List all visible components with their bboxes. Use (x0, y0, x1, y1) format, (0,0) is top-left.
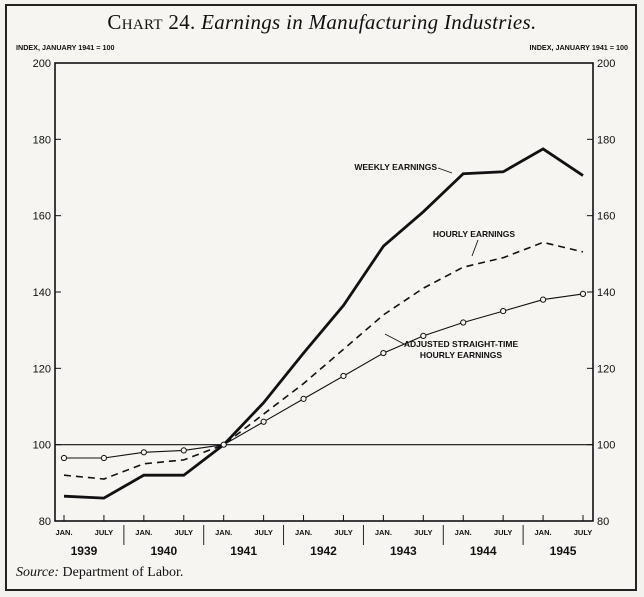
series-line-2 (63, 241, 584, 480)
y-tick-label-left: 120 (33, 363, 51, 375)
series-point-3 (220, 441, 227, 448)
x-tick-label: JULY (95, 528, 113, 537)
series-point-3 (420, 332, 427, 339)
series-point-3 (579, 290, 587, 298)
series-point-3 (100, 454, 108, 462)
series-point-3 (500, 307, 507, 315)
series-line-1 (63, 147, 584, 500)
year-label: 1940 (150, 544, 177, 558)
x-tick-label: JULY (175, 528, 193, 537)
adjusted-earnings-label-line2: HOURLY EARNINGS (420, 350, 503, 360)
y-tick-label-right: 120 (597, 363, 615, 375)
year-label: 1939 (71, 544, 98, 558)
x-tick-label: JAN. (55, 528, 72, 537)
x-tick-label: JULY (574, 528, 592, 537)
y-tick-label-left: 180 (33, 134, 51, 146)
x-tick-label: JAN. (135, 528, 152, 537)
series-point-3 (140, 449, 147, 456)
y-tick-label-left: 160 (33, 211, 51, 223)
hourly-earnings-leader (471, 239, 479, 257)
series-line-3 (64, 293, 584, 459)
source-text: Department of Labor. (62, 565, 184, 580)
year-label: 1942 (310, 544, 337, 558)
chart-title-text: Earnings in Manufacturing Industries. (201, 10, 537, 34)
series-point-3 (380, 349, 387, 357)
x-tick-label: JULY (414, 528, 432, 537)
x-tick-label: JULY (334, 528, 352, 537)
weekly-earnings-label: WEEKLY EARNINGS (354, 162, 437, 172)
y-tick-label-right: 100 (597, 440, 615, 452)
y-tick-label-right: 160 (597, 211, 615, 223)
year-label: 1944 (470, 544, 497, 558)
series-point-3 (300, 395, 307, 402)
series-point-3 (60, 454, 68, 462)
source-note: Source: Department of Labor. (16, 565, 183, 581)
y-tick-label-right: 180 (597, 134, 615, 146)
series-point-3 (340, 372, 347, 380)
series-point-3 (180, 447, 187, 454)
year-label: 1945 (550, 544, 577, 558)
plot-border (54, 62, 594, 522)
series-point-3 (460, 319, 467, 326)
x-tick-label: JULY (254, 528, 272, 537)
chart-title: Chart 24. Earnings in Manufacturing Indu… (0, 10, 644, 35)
source-label: Source: (16, 565, 60, 580)
y-tick-label-left: 200 (33, 58, 51, 70)
weekly-earnings-leader (437, 167, 453, 174)
y-tick-label-left: 100 (33, 440, 51, 452)
x-tick-label: JAN. (295, 528, 312, 537)
adjusted-earnings-leader (384, 333, 405, 345)
x-tick-label: JAN. (535, 528, 552, 537)
x-tick-label: JAN. (215, 528, 232, 537)
y-tick-label-right: 140 (597, 287, 615, 299)
left-index-label: INDEX, JANUARY 1941 = 100 (16, 43, 114, 52)
right-index-label: INDEX, JANUARY 1941 = 100 (530, 43, 628, 52)
series-point-3 (260, 418, 267, 425)
year-label: 1941 (230, 544, 257, 558)
series-point-3 (539, 296, 547, 303)
adjusted-earnings-label-line1: ADJUSTED STRAIGHT-TIME (404, 339, 519, 349)
y-tick-label-left: 80 (39, 516, 51, 528)
hourly-earnings-label: HOURLY EARNINGS (433, 229, 516, 239)
year-label: 1943 (390, 544, 417, 558)
x-tick-label: JULY (494, 528, 512, 537)
y-tick-label-left: 140 (33, 287, 51, 299)
y-tick-label-right: 200 (597, 58, 615, 70)
x-tick-label: JAN. (375, 528, 392, 537)
y-tick-label-right: 80 (597, 516, 609, 528)
x-tick-label: JAN. (455, 528, 472, 537)
chart-number: Chart 24. (107, 10, 196, 34)
